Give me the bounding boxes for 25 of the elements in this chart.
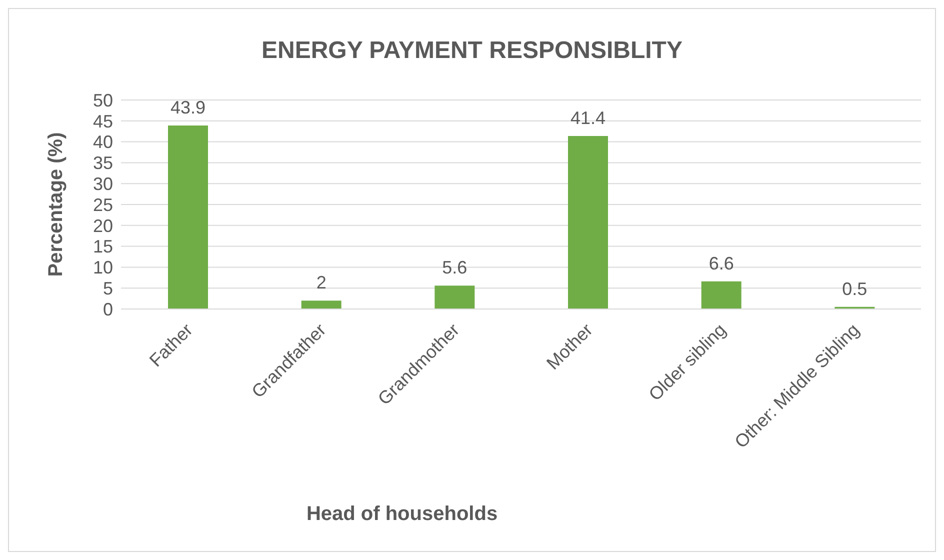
bar: [568, 136, 608, 309]
data-label: 6.6: [708, 253, 734, 274]
data-label: 43.9: [170, 98, 206, 118]
bar: [701, 281, 742, 309]
data-label: 0.5: [842, 278, 868, 299]
y-axis-title: Percentage (%): [45, 132, 68, 277]
y-tick-label: 10: [92, 258, 113, 278]
y-tick-label: 15: [92, 236, 113, 257]
data-label: 2: [316, 272, 326, 293]
y-tick-label: 0: [102, 299, 113, 320]
y-tick-label: 30: [92, 174, 113, 194]
y-tick-label: 50: [92, 90, 113, 110]
y-tick-label: 25: [92, 194, 113, 215]
y-tick-label: 35: [92, 153, 113, 174]
bar: [434, 286, 475, 309]
y-tick-label: 45: [92, 111, 113, 132]
bar: [301, 300, 342, 309]
y-tick-label: 20: [92, 216, 113, 236]
data-label: 41.4: [570, 108, 606, 128]
data-label: 5.6: [442, 258, 468, 278]
x-axis-title: Head of households: [305, 503, 499, 526]
bar: [168, 126, 208, 309]
chart-title: ENERGY PAYMENT RESPONSIBLITY: [260, 37, 684, 65]
y-tick-label: 40: [92, 132, 113, 152]
y-tick-label: 5: [102, 278, 113, 298]
